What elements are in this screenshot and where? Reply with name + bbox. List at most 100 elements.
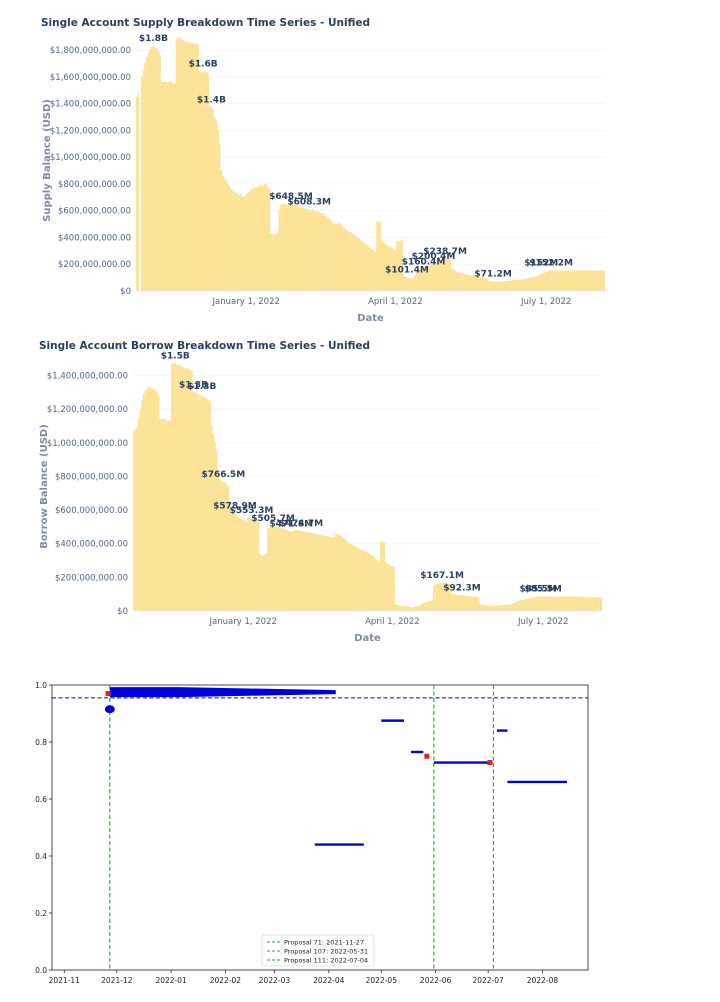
supply-bar — [310, 210, 312, 292]
supply-bar — [460, 273, 463, 292]
supply-bar — [513, 280, 516, 292]
ratio-legend-label: Proposal 111: 2022-07-04 — [284, 956, 368, 964]
borrow-bar — [351, 545, 354, 612]
borrow-bar — [191, 370, 193, 612]
borrow-bar — [147, 387, 150, 612]
ratio-xtick-label: 2021-12 — [101, 976, 133, 985]
supply-bar — [243, 195, 246, 292]
borrow-bar — [273, 525, 276, 612]
supply-y-axis-label: Supply Balance (USD) — [42, 99, 53, 222]
borrow-bar — [133, 430, 135, 612]
borrow-bar — [355, 546, 357, 612]
supply-ytick-label: $0 — [120, 287, 131, 297]
supply-bar — [187, 43, 190, 292]
supply-bar — [165, 82, 168, 292]
supply-ytick-label: $400,000,000.00 — [58, 233, 131, 243]
borrow-bar — [510, 604, 513, 612]
borrow-bar — [459, 595, 462, 612]
supply-bar — [429, 264, 431, 292]
borrow-bar — [471, 596, 473, 612]
borrow-bar — [356, 547, 359, 612]
borrow-bar — [421, 603, 423, 612]
borrow-bar — [333, 537, 336, 612]
supply-bar — [220, 170, 223, 292]
supply-bar — [530, 277, 533, 292]
borrow-bar — [562, 596, 564, 612]
supply-bar — [507, 280, 509, 292]
supply-bar — [334, 223, 337, 292]
ratio-red-marker — [105, 691, 111, 697]
borrow-bar — [345, 540, 347, 612]
supply-bar — [467, 274, 470, 292]
supply-bar — [364, 244, 367, 292]
borrow-bar — [434, 584, 437, 612]
borrow-xtick-label: January 1, 2022 — [209, 617, 277, 627]
borrow-bar — [272, 525, 274, 612]
supply-bar — [590, 270, 592, 292]
supply-bar — [455, 271, 458, 292]
ratio-legend-label: Proposal 107: 2022-05-31 — [284, 947, 368, 955]
borrow-bar — [152, 388, 155, 612]
ratio-ytick-label: 0.6 — [35, 795, 47, 804]
borrow-bar — [507, 604, 510, 612]
supply-bar — [245, 194, 248, 292]
supply-bar — [281, 203, 284, 292]
supply-bar — [306, 209, 309, 292]
borrow-bar — [466, 595, 468, 612]
borrow-bar — [244, 520, 246, 612]
borrow-bar — [326, 536, 329, 612]
supply-bar — [470, 275, 473, 292]
borrow-bar — [371, 555, 374, 612]
borrow-bar — [167, 420, 170, 612]
borrow-bar — [229, 506, 231, 612]
supply-bar — [223, 178, 226, 292]
borrow-data-label: $471.8M — [269, 520, 313, 530]
supply-data-label: $71.2M — [474, 269, 511, 279]
borrow-bar — [360, 549, 362, 612]
supply-bar — [376, 221, 378, 292]
borrow-chart: $0 $200,000,000.00 $400,000,000.00 $600,000… — [39, 352, 602, 644]
ratio-chart: 0.0 0.2 0.4 0.6 0.8 1.0 2021-11 2021-12 2022-01 2… — [35, 681, 589, 985]
borrow-bar — [502, 605, 505, 612]
supply-bar — [379, 222, 382, 292]
borrow-bar — [432, 585, 435, 612]
borrow-bar — [494, 605, 496, 612]
supply-bar — [290, 203, 292, 292]
borrow-ytick-label: $0 — [117, 607, 128, 617]
supply-bar — [212, 108, 214, 292]
supply-bar — [344, 229, 347, 292]
borrow-bar — [573, 596, 576, 612]
supply-bar — [359, 240, 362, 292]
supply-bar — [409, 278, 412, 292]
borrow-data-label: $1.5B — [161, 352, 190, 362]
supply-bar — [233, 191, 236, 292]
supply-bar — [145, 56, 148, 292]
borrow-ytick-label: $1,200,000,000.00 — [47, 405, 128, 415]
supply-bar — [276, 231, 279, 292]
borrow-bar — [431, 600, 433, 612]
borrow-bar — [461, 595, 463, 612]
supply-bar — [271, 234, 274, 292]
borrow-bar — [204, 397, 206, 612]
borrow-bar — [134, 429, 137, 612]
borrow-bar — [467, 596, 470, 612]
borrow-bar — [137, 417, 140, 612]
borrow-bar — [187, 368, 190, 612]
supply-bar — [369, 248, 372, 292]
borrow-bar — [456, 594, 458, 612]
borrow-bar — [189, 370, 191, 612]
supply-bar — [434, 263, 436, 292]
borrow-bar — [545, 596, 548, 612]
supply-data-label: $160.4M — [402, 258, 446, 268]
borrow-bar — [149, 387, 152, 612]
supply-data-label: $1.6B — [189, 59, 218, 69]
supply-bar — [600, 270, 602, 292]
borrow-bar — [587, 597, 589, 612]
supply-bar — [558, 270, 561, 292]
borrow-bar — [474, 596, 477, 612]
supply-bar — [136, 96, 138, 292]
borrow-bar — [217, 476, 220, 612]
borrow-bar — [205, 398, 208, 612]
borrow-bar — [346, 541, 349, 612]
supply-bar — [374, 252, 377, 292]
